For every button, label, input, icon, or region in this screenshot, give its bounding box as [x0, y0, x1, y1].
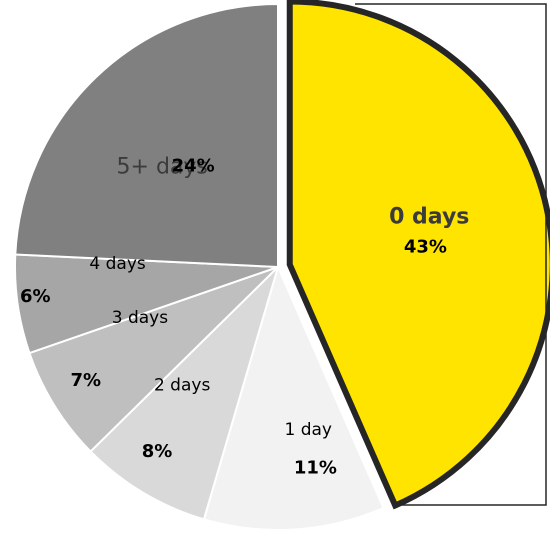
slice-label-3-days: 3 days: [112, 308, 168, 328]
pie-slice-0-days: [286, 0, 550, 510]
highlight-frame: [355, 3, 547, 506]
slice-value-3-days: 7%: [70, 370, 101, 391]
slice-value-2-days: 8%: [142, 441, 173, 462]
pie-slice-5-days: [14, 2, 279, 269]
pie-slice-2-days: [89, 263, 281, 521]
slice-label-4-days: 4 days: [89, 254, 145, 274]
slice-value-1-day: 11%: [294, 458, 337, 479]
slice-label-5-days: 5+ days: [117, 155, 208, 180]
slice-value-0-days: 43%: [404, 236, 447, 257]
pie-slice-3-days: [28, 266, 279, 453]
slice-value-5-days: 24%: [172, 156, 215, 177]
slice-label-2-days: 2 days: [154, 376, 210, 396]
slice-label-1-day: 1 day: [284, 420, 332, 440]
slice-value-4-days: 6%: [20, 286, 51, 307]
slice-label-0-days: 0 days: [389, 204, 469, 229]
pie-slice-1-day: [202, 264, 385, 531]
